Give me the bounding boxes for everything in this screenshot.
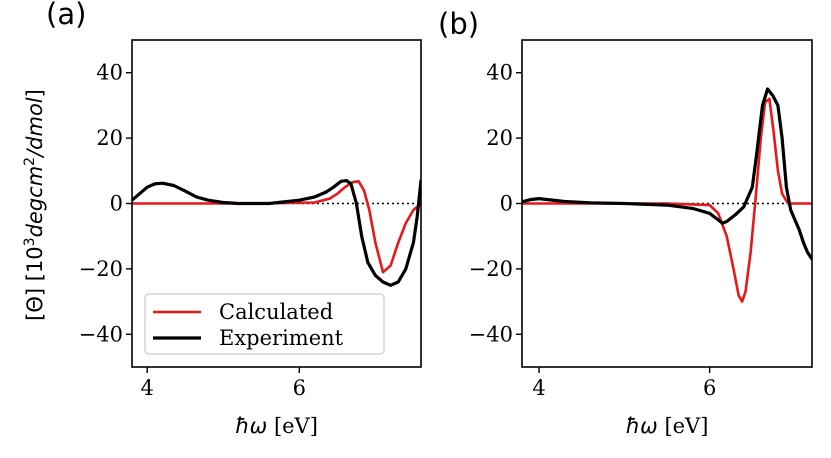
y-axis-label: [Θ] [103degcm2/dmol] (22, 89, 47, 321)
y-tick-label: −20 (79, 257, 123, 281)
x-tick-label: 4 (532, 376, 545, 400)
x-tick-label: 4 (141, 376, 154, 400)
y-tick-label: 40 (96, 61, 123, 85)
y-tick-label: 0 (110, 192, 123, 216)
y-tick-label: −40 (79, 322, 123, 346)
panel-b-label: (b) (438, 7, 479, 41)
y-tick-label: −40 (469, 322, 513, 346)
y-tick-label: 40 (486, 61, 513, 85)
x-axis-symbol: ħω (235, 414, 267, 438)
series-line-calculated (522, 97, 812, 303)
panel-a-label: (a) (46, 0, 86, 31)
panel-b: −40 −20 0 20 40 4 6 ħω [eV] (469, 39, 813, 438)
x-axis-label: ħω [eV] (626, 414, 709, 438)
x-tick-label: 6 (703, 376, 716, 400)
y-tick-label: 20 (486, 126, 513, 150)
series-group (132, 179, 421, 287)
x-axis-label: ħω [eV] (235, 414, 318, 438)
series-line-experiment (132, 179, 421, 287)
legend-label-experiment: Experiment (219, 326, 344, 350)
x-axis-symbol: ħω (626, 414, 658, 438)
y-tick-label: 0 (500, 192, 513, 216)
series-line-experiment (522, 87, 812, 261)
series-line-calculated (132, 180, 421, 274)
y-tick-label: −20 (469, 257, 513, 281)
x-axis-unit: [eV] (658, 414, 709, 438)
series-group (522, 87, 812, 303)
x-tick-label: 6 (293, 376, 306, 400)
legend-label-calculated: Calculated (219, 300, 333, 324)
x-axis-unit: [eV] (267, 414, 318, 438)
legend-box (144, 293, 385, 355)
y-tick-label: 20 (96, 126, 123, 150)
